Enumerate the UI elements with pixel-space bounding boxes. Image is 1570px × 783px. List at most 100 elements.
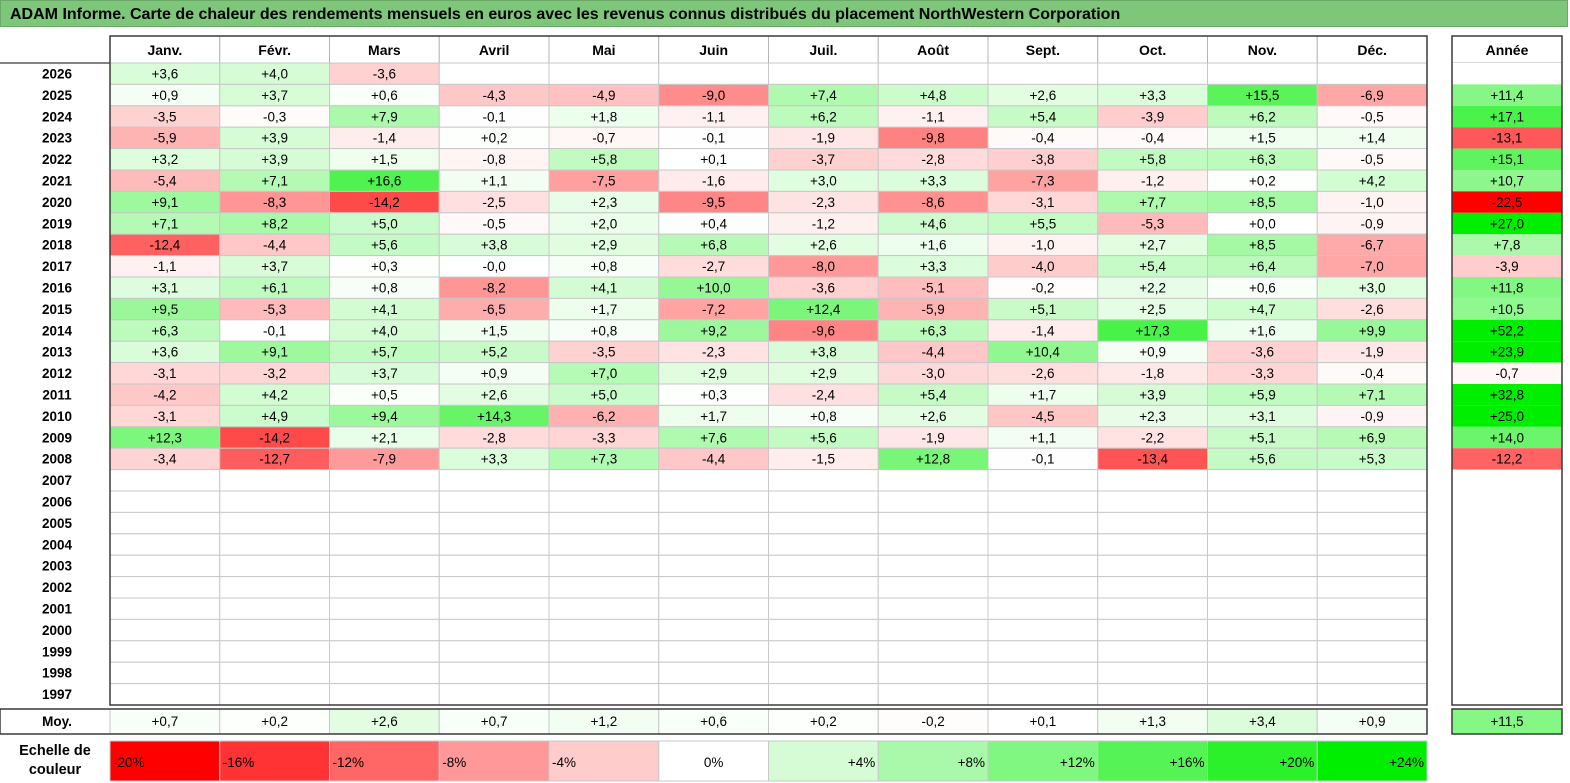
color-scale-stop-label: +4%: [848, 755, 875, 770]
cell-value: +5,6: [810, 430, 837, 445]
heatmap-cell: [1316, 576, 1428, 599]
cell-value: -0,0: [482, 259, 505, 274]
cell-value: -5,9: [153, 131, 176, 146]
heatmap-cell: [219, 576, 330, 599]
cell-value: -1,9: [921, 430, 944, 445]
cell-value: +1,5: [371, 152, 398, 167]
cell-value: +6,3: [920, 323, 947, 338]
cell-value: -2,4: [812, 388, 836, 403]
annual-value: +52,2: [1490, 323, 1524, 338]
annual-value: +23,9: [1490, 345, 1524, 360]
heatmap-cell: [219, 597, 330, 620]
cell-value: +0,5: [371, 388, 398, 403]
cell-value: +0,2: [1249, 174, 1276, 189]
cell-value: +2,5: [1139, 302, 1166, 317]
heatmap-cell: [438, 62, 550, 85]
cell-value: +3,1: [1249, 409, 1276, 424]
cell-value: +2,0: [591, 216, 618, 231]
cell-value: -0,3: [263, 109, 286, 124]
color-scale-label: Echelle de couleur: [19, 743, 91, 778]
year-label: 2014: [42, 323, 73, 338]
cell-value: -3,8: [1031, 152, 1054, 167]
heatmap-cell: [219, 490, 330, 513]
cell-value: +0,8: [810, 409, 837, 424]
cell-value: +3,7: [261, 88, 288, 103]
cell-value: +2,7: [1139, 238, 1166, 253]
heatmap-cell: [438, 661, 550, 685]
cell-value: -6,9: [1360, 88, 1383, 103]
heatmap-cell: [768, 554, 879, 578]
annual-value: -0,7: [1495, 366, 1518, 381]
heatmap-cell: [658, 597, 769, 620]
month-header-label: Juil.: [809, 42, 837, 58]
cell-value: +6,8: [700, 238, 727, 253]
heatmap-cell: [109, 640, 221, 663]
year-label: 2005: [42, 516, 73, 531]
month-header-label: Janv.: [147, 42, 182, 58]
cell-value: +3,3: [481, 452, 508, 467]
year-label: 2025: [42, 88, 73, 103]
heatmap-cell: [658, 554, 769, 578]
annual-cell: [1452, 384, 1562, 406]
cell-value: -3,1: [153, 366, 176, 381]
cell-value: -7,5: [592, 174, 615, 189]
heatmap-cell: [987, 554, 1099, 578]
cell-value: +0,8: [591, 323, 618, 338]
cell-value: +1,1: [1030, 430, 1057, 445]
month-header-label: Oct.: [1139, 42, 1166, 58]
heatmap-cell: [658, 469, 769, 492]
cell-value: -1,2: [1141, 174, 1164, 189]
cell-value: -8,2: [482, 281, 505, 296]
cell-value: -1,9: [1360, 345, 1383, 360]
annual-value: +15,1: [1490, 152, 1524, 167]
cell-value: +2,6: [1030, 88, 1057, 103]
heatmap-cell: [1097, 554, 1208, 578]
cell-value: -8,6: [921, 195, 944, 210]
color-scale-stop-label: -8%: [442, 755, 466, 770]
heatmap-cell: [1097, 490, 1208, 513]
cell-value: +4,1: [371, 302, 398, 317]
year-label: 2009: [42, 430, 72, 445]
annual-header-cell: [1451, 35, 1563, 64]
cell-value: +7,3: [591, 452, 618, 467]
annual-cell: [1452, 170, 1562, 192]
heatmap-cell: [1097, 62, 1208, 85]
color-scale-stop-label: +24%: [1389, 755, 1424, 770]
average-value: +1,3: [1139, 714, 1166, 729]
cell-value: -4,9: [592, 88, 615, 103]
cell-value: +4,7: [1249, 302, 1276, 317]
cell-value: +4,8: [920, 88, 947, 103]
year-label: 2000: [42, 623, 72, 638]
heatmap-cell: [438, 533, 550, 556]
average-cell: [987, 708, 1099, 735]
cell-value: +12,3: [148, 430, 182, 445]
annual-cell: [1452, 598, 1562, 620]
heatmap-cell: [109, 490, 221, 513]
cell-value: -7,9: [373, 452, 396, 467]
average-value: +0,6: [700, 714, 727, 729]
cell-value: +3,0: [1359, 281, 1386, 296]
cell-value: +2,6: [810, 238, 837, 253]
heatmap-cell: [877, 490, 989, 513]
cell-value: -2,8: [482, 430, 505, 445]
cell-value: -1,1: [921, 109, 944, 124]
heatmap-cell: [877, 640, 989, 663]
annual-cell: [1452, 683, 1562, 705]
heatmap-cell: [658, 618, 769, 642]
color-scale-swatch: [1316, 740, 1428, 782]
heatmap-cell: [1207, 683, 1318, 706]
cell-value: +4,0: [371, 323, 398, 338]
year-label: 2007: [42, 473, 72, 488]
heatmap-cell: [658, 683, 769, 706]
cell-value: +3,7: [371, 366, 398, 381]
annual-cell: [1452, 512, 1562, 534]
annual-value: +7,8: [1494, 238, 1521, 253]
heatmap-cell: [987, 576, 1099, 599]
year-label: 2006: [42, 495, 73, 510]
heatmap-cell: [438, 683, 550, 706]
month-header-cell: [548, 35, 660, 64]
cell-value: +2,3: [591, 195, 618, 210]
color-scale-swatch: [1097, 740, 1208, 782]
cell-value: +9,5: [152, 302, 179, 317]
cell-value: +6,3: [152, 323, 179, 338]
